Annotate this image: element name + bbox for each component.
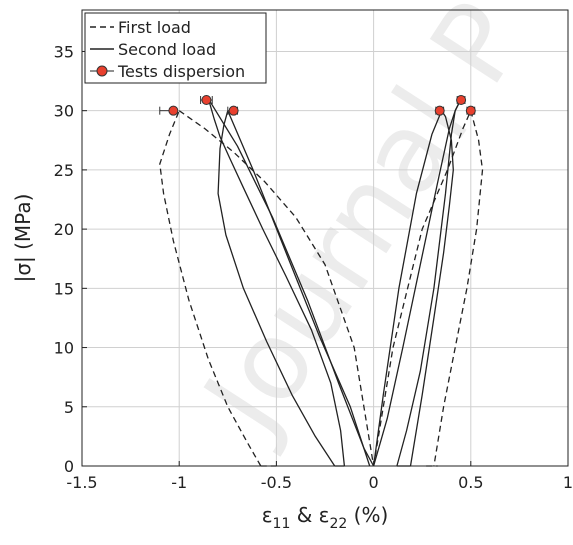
first-load-curve-3 <box>372 110 472 467</box>
y-tick-label-7: 35 <box>54 42 74 61</box>
x-axis-title-sub-1: 11 <box>273 516 291 532</box>
legend-label-first-load: First load <box>118 18 191 37</box>
x-axis-title-amp: & <box>290 503 318 527</box>
second-load-curve-9 <box>207 98 346 467</box>
grid <box>81 10 569 467</box>
first-load-curve-0 <box>159 110 262 467</box>
second-load-curve-14 <box>409 110 454 467</box>
dispersion-point-1 <box>201 95 212 106</box>
second-load-curve-15 <box>372 110 443 467</box>
legend-marker-dispersion <box>96 65 108 77</box>
second-load-curve-12 <box>396 98 462 467</box>
second-load-curve-7 <box>227 110 371 467</box>
x-tick-label-1: -1 <box>171 473 187 492</box>
x-tick-label-0: -1.5 <box>66 473 97 492</box>
second-load-curve-10 <box>207 98 375 467</box>
dispersion-point-5 <box>465 105 476 116</box>
first-load-curve-1 <box>178 110 375 467</box>
first-load-curve-4 <box>433 110 484 467</box>
legend-label-second-load: Second load <box>118 40 216 59</box>
y-tick-label-6: 30 <box>54 102 74 121</box>
x-axis-title-epsilon-1: ε <box>262 503 273 527</box>
plot-frame <box>81 9 569 467</box>
x-axis-title-unit: (%) <box>347 503 388 527</box>
legend-label-dispersion: Tests dispersion <box>117 62 245 81</box>
y-axis-title: |σ| (MPa) <box>11 194 35 283</box>
y-tick-label-1: 5 <box>64 398 74 417</box>
x-tick-label-3: 0 <box>369 473 379 492</box>
legend: First load Second load Tests dispersion <box>84 12 267 84</box>
dispersion-point-3 <box>434 105 445 116</box>
y-tick-label-0: 0 <box>64 457 74 476</box>
y-tick-label-4: 20 <box>54 220 74 239</box>
x-axis-title-epsilon-2: ε <box>319 503 330 527</box>
second-load-curve-6 <box>217 110 336 467</box>
dispersion-point-2 <box>228 105 239 116</box>
dispersion-point-0 <box>168 105 179 116</box>
x-axis-title-sub-2: 22 <box>329 516 347 532</box>
dispersion-point-4 <box>456 95 467 106</box>
legend-box <box>84 12 267 84</box>
y-tick-label-2: 10 <box>54 339 74 358</box>
y-tick-label-5: 25 <box>54 161 74 180</box>
y-tick-label-3: 15 <box>54 279 74 298</box>
x-tick-label-5: 1 <box>563 473 573 492</box>
dispersion-markers <box>159 95 476 116</box>
x-tick-label-2: -0.5 <box>261 473 292 492</box>
x-tick-label-4: 0.5 <box>458 473 483 492</box>
x-axis-title: ε11 & ε22 (%) <box>262 503 389 532</box>
